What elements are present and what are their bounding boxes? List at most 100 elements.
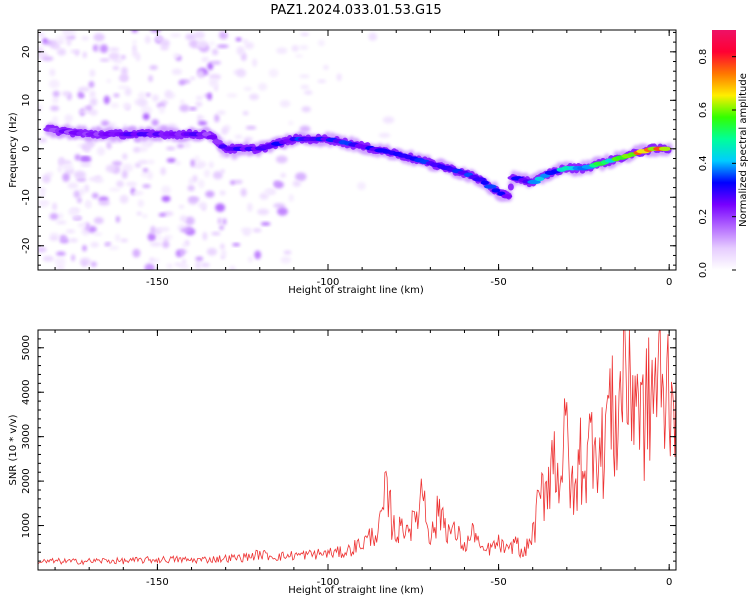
heatmap-cell bbox=[276, 47, 288, 54]
heatmap-cell bbox=[288, 194, 294, 202]
heatmap-cell bbox=[279, 100, 291, 108]
heatmap-cell bbox=[215, 203, 226, 212]
heatmap-cell bbox=[73, 190, 81, 199]
heatmap-cell bbox=[54, 257, 66, 266]
heatmap-cell bbox=[165, 146, 176, 151]
colorbar-tick-label: 0.4 bbox=[698, 155, 709, 171]
heatmap-cell bbox=[240, 188, 247, 197]
heatmap-cell bbox=[144, 35, 151, 44]
heatmap-cell bbox=[93, 33, 105, 42]
heatmap-cell bbox=[84, 184, 89, 193]
heatmap-cell bbox=[122, 102, 131, 110]
heatmap-cell bbox=[61, 30, 71, 34]
heatmap-cell bbox=[59, 234, 68, 242]
heatmap-cell bbox=[105, 164, 117, 173]
heatmap-cell bbox=[211, 231, 221, 236]
snr-series-line bbox=[38, 330, 676, 566]
heatmap-cell bbox=[176, 143, 185, 149]
colorbar-ticks: 0.0 0.2 0.4 0.6 0.8 bbox=[698, 49, 736, 278]
snr-y-tick-label: 1000 bbox=[21, 513, 32, 538]
snr-panel: -150 -100 -50 0 1000 2000 3000 4000 5000 Height… bbox=[8, 329, 677, 596]
heatmap-cell bbox=[93, 232, 103, 236]
heatmap-cell bbox=[132, 50, 138, 58]
heatmap-cell bbox=[323, 65, 329, 70]
heatmap-cell bbox=[94, 177, 104, 183]
heatmap-cell bbox=[212, 139, 223, 145]
heatmap-cell bbox=[150, 30, 162, 33]
heatmap-cell bbox=[157, 236, 163, 241]
heatmap-cell bbox=[317, 79, 327, 84]
colorbar-tick-label: 0.6 bbox=[698, 102, 709, 118]
heatmap-cell bbox=[283, 250, 292, 255]
heatmap-cell bbox=[113, 93, 120, 98]
spectrogram-x-tick-label: -100 bbox=[317, 277, 340, 288]
heatmap-cell bbox=[149, 241, 162, 247]
heatmap-cell bbox=[120, 55, 126, 60]
heatmap-cell bbox=[160, 167, 166, 176]
heatmap-cell bbox=[258, 82, 268, 91]
heatmap-cell bbox=[260, 222, 271, 226]
heatmap-cell bbox=[188, 177, 193, 185]
heatmap-cell bbox=[140, 172, 149, 177]
heatmap-cell bbox=[81, 144, 88, 150]
heatmap-cell bbox=[121, 66, 128, 76]
snr-x-tick-label: -100 bbox=[317, 577, 340, 588]
heatmap-cell bbox=[242, 110, 249, 116]
heatmap-cell bbox=[179, 215, 187, 223]
heatmap-cell bbox=[90, 242, 99, 248]
heatmap-cell bbox=[55, 40, 65, 44]
heatmap-cell bbox=[103, 95, 110, 105]
heatmap-cell bbox=[73, 170, 86, 179]
heatmap-cell bbox=[233, 179, 243, 184]
heatmap-cell bbox=[235, 37, 242, 42]
heatmap-cell bbox=[42, 255, 54, 262]
heatmap-cell bbox=[247, 256, 254, 263]
heatmap-cell bbox=[197, 121, 208, 126]
heatmap-cell bbox=[138, 98, 148, 108]
heatmap-cell bbox=[220, 243, 225, 250]
heatmap-cell bbox=[88, 226, 97, 233]
heatmap-cell bbox=[196, 39, 208, 49]
heatmap-cell bbox=[210, 60, 222, 65]
heatmap-cell bbox=[292, 180, 301, 187]
heatmap-cell bbox=[77, 86, 90, 92]
heatmap-cell bbox=[137, 199, 145, 208]
heatmap-cell bbox=[219, 31, 229, 40]
heatmap-cell bbox=[192, 174, 198, 183]
heatmap-cell bbox=[49, 213, 59, 220]
heatmap-cell bbox=[382, 116, 395, 124]
heatmap-cell bbox=[202, 132, 211, 137]
heatmap-cell bbox=[144, 263, 155, 270]
heatmap-cell bbox=[174, 262, 183, 266]
heatmap-cell bbox=[295, 54, 304, 58]
heatmap-cell bbox=[50, 105, 60, 112]
spectrogram-y-tick-label: 10 bbox=[21, 94, 32, 107]
snr-plot-area bbox=[38, 330, 676, 570]
colorbar-tick-label: 0.8 bbox=[698, 49, 709, 65]
heatmap-cell bbox=[336, 73, 342, 82]
heatmap-cell bbox=[57, 48, 67, 56]
heatmap-cell bbox=[484, 184, 497, 189]
heatmap-cell bbox=[52, 116, 59, 124]
heatmap-cell bbox=[472, 177, 486, 182]
heatmap-cell bbox=[178, 204, 185, 209]
heatmap-cell bbox=[158, 105, 165, 114]
heatmap-cell bbox=[202, 231, 208, 241]
heatmap-cell bbox=[229, 180, 236, 185]
heatmap-cell bbox=[166, 263, 173, 269]
spectrogram-y-tick-label: -20 bbox=[21, 238, 32, 254]
heatmap-cell bbox=[81, 260, 88, 267]
heatmap-cell bbox=[61, 91, 70, 97]
heatmap-cell bbox=[217, 217, 222, 225]
heatmap-cell bbox=[148, 159, 155, 165]
heatmap-cell bbox=[243, 136, 253, 142]
heatmap-cell bbox=[273, 203, 286, 209]
heatmap-cell bbox=[82, 51, 87, 59]
heatmap-cell bbox=[68, 208, 78, 216]
heatmap-cell bbox=[116, 180, 124, 188]
heatmap-cell bbox=[55, 220, 67, 225]
heatmap-cell bbox=[41, 56, 54, 61]
spectrogram-frame bbox=[37, 29, 677, 271]
heatmap-cell bbox=[219, 225, 224, 231]
heatmap-cell bbox=[534, 176, 545, 182]
